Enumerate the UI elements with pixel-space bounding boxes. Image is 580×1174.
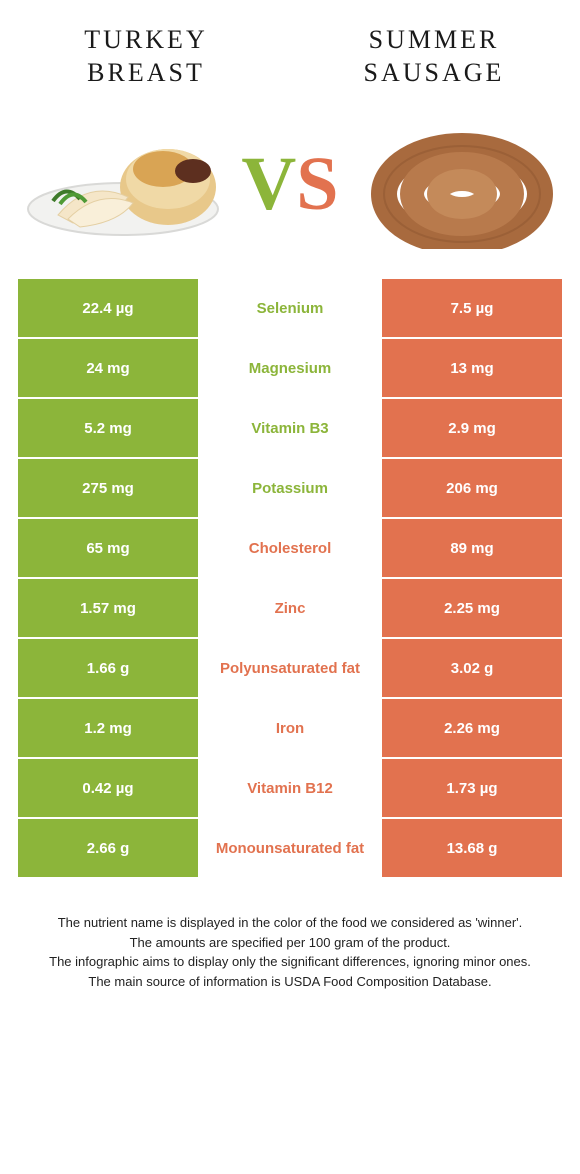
- value-left: 0.42 µg: [18, 759, 198, 817]
- nutrient-row: 22.4 µgSelenium7.5 µg: [18, 279, 562, 337]
- nutrient-label: Cholesterol: [198, 519, 382, 577]
- nutrient-row: 1.66 gPolyunsaturated fat3.02 g: [18, 637, 562, 697]
- title-left: TURKEY BREAST: [32, 24, 260, 89]
- footer-notes: The nutrient name is displayed in the co…: [18, 877, 562, 999]
- value-left: 5.2 mg: [18, 399, 198, 457]
- value-right: 89 mg: [382, 519, 562, 577]
- vs-row: V S: [18, 119, 562, 249]
- value-left: 1.57 mg: [18, 579, 198, 637]
- nutrient-label: Selenium: [198, 279, 382, 337]
- title-left-line2: BREAST: [32, 57, 260, 90]
- value-left: 2.66 g: [18, 819, 198, 877]
- value-right: 13.68 g: [382, 819, 562, 877]
- vs-letter-v: V: [241, 146, 296, 222]
- value-right: 3.02 g: [382, 639, 562, 697]
- nutrient-row: 24 mgMagnesium13 mg: [18, 337, 562, 397]
- footer-line: The infographic aims to display only the…: [34, 952, 546, 972]
- nutrient-row: 0.42 µgVitamin B121.73 µg: [18, 757, 562, 817]
- value-left: 1.2 mg: [18, 699, 198, 757]
- value-right: 7.5 µg: [382, 279, 562, 337]
- title-right-line2: SAUSAGE: [320, 57, 548, 90]
- value-right: 206 mg: [382, 459, 562, 517]
- nutrient-row: 5.2 mgVitamin B32.9 mg: [18, 397, 562, 457]
- value-left: 24 mg: [18, 339, 198, 397]
- nutrient-row: 275 mgPotassium206 mg: [18, 457, 562, 517]
- value-right: 2.26 mg: [382, 699, 562, 757]
- footer-line: The amounts are specified per 100 gram o…: [34, 933, 546, 953]
- nutrient-row: 2.66 gMonounsaturated fat13.68 g: [18, 817, 562, 877]
- nutrient-row: 1.57 mgZinc2.25 mg: [18, 577, 562, 637]
- nutrient-label: Polyunsaturated fat: [198, 639, 382, 697]
- value-left: 1.66 g: [18, 639, 198, 697]
- nutrient-row: 65 mgCholesterol89 mg: [18, 517, 562, 577]
- food-image-right: [352, 119, 562, 249]
- title-right-line1: SUMMER: [320, 24, 548, 57]
- nutrient-label: Magnesium: [198, 339, 382, 397]
- nutrient-label: Zinc: [198, 579, 382, 637]
- nutrient-label: Vitamin B3: [198, 399, 382, 457]
- food-image-left: [18, 119, 228, 249]
- nutrient-row: 1.2 mgIron2.26 mg: [18, 697, 562, 757]
- footer-line: The main source of information is USDA F…: [34, 972, 546, 992]
- title-right: SUMMER SAUSAGE: [320, 24, 548, 89]
- footer-line: The nutrient name is displayed in the co…: [34, 913, 546, 933]
- value-left: 22.4 µg: [18, 279, 198, 337]
- value-left: 65 mg: [18, 519, 198, 577]
- nutrient-label: Vitamin B12: [198, 759, 382, 817]
- value-right: 2.9 mg: [382, 399, 562, 457]
- nutrient-label: Iron: [198, 699, 382, 757]
- vs-letter-s: S: [296, 146, 338, 222]
- title-left-line1: TURKEY: [32, 24, 260, 57]
- value-right: 13 mg: [382, 339, 562, 397]
- vs-label: V S: [241, 146, 338, 222]
- nutrient-label: Monounsaturated fat: [198, 819, 382, 877]
- value-right: 2.25 mg: [382, 579, 562, 637]
- value-right: 1.73 µg: [382, 759, 562, 817]
- titles-row: TURKEY BREAST SUMMER SAUSAGE: [18, 24, 562, 99]
- value-left: 275 mg: [18, 459, 198, 517]
- nutrient-table: 22.4 µgSelenium7.5 µg24 mgMagnesium13 mg…: [18, 279, 562, 877]
- nutrient-label: Potassium: [198, 459, 382, 517]
